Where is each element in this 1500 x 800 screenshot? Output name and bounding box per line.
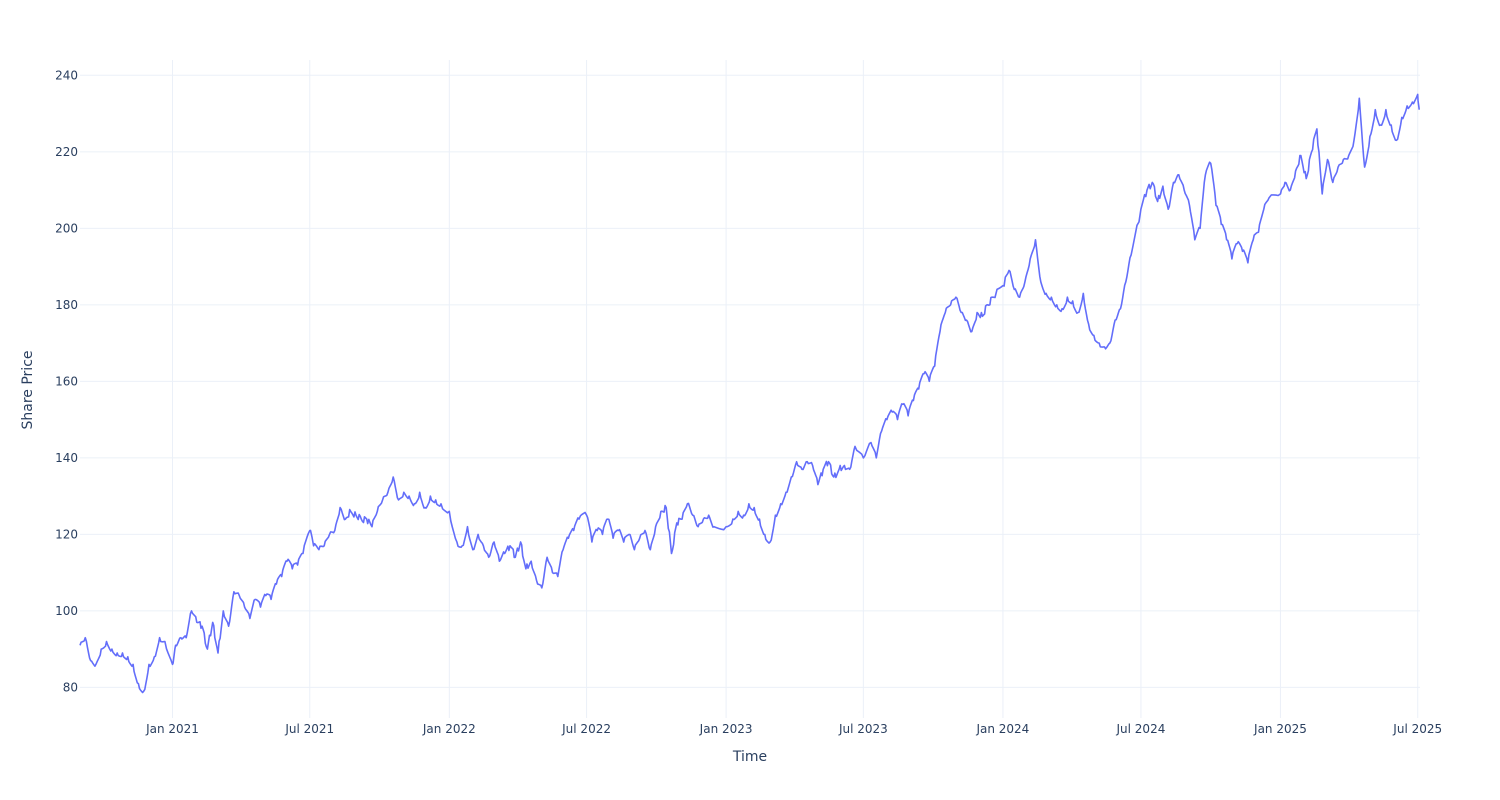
x-tick-label: Jan 2025 — [1253, 722, 1307, 736]
x-tick-label: Jul 2024 — [1116, 722, 1166, 736]
y-axis-ticks: 80 100 120 140 160 180 200 220 240 — [55, 68, 78, 694]
x-tick-label: Jan 2023 — [699, 722, 753, 736]
y-tick-label: 240 — [55, 68, 78, 82]
y-tick-label: 140 — [55, 451, 78, 465]
share-price-series-line — [79, 93, 1420, 694]
y-tick-label: 100 — [55, 604, 78, 618]
y-axis-title: Share Price — [20, 350, 36, 429]
x-tick-label: Jan 2024 — [975, 722, 1029, 736]
y-tick-label: 80 — [63, 680, 78, 694]
x-gridlines — [172, 60, 1419, 718]
y-tick-label: 160 — [55, 374, 78, 388]
x-tick-label: Jan 2021 — [145, 722, 199, 736]
plot-area — [79, 93, 1420, 694]
x-tick-label: Jul 2023 — [838, 722, 888, 736]
y-tick-label: 120 — [55, 527, 78, 541]
y-tick-label: 220 — [55, 145, 78, 159]
x-tick-label: Jul 2021 — [284, 722, 334, 736]
x-tick-label: Jul 2022 — [561, 722, 611, 736]
x-tick-label: Jan 2022 — [422, 722, 476, 736]
x-axis-ticks: Jan 2021 Jul 2021 Jan 2022 Jul 2022 Jan 2023… — [145, 722, 1442, 736]
y-gridlines — [80, 74, 1420, 688]
y-tick-label: 200 — [55, 221, 78, 235]
y-tick-label: 180 — [55, 298, 78, 312]
x-tick-label: Jul 2025 — [1392, 722, 1442, 736]
x-axis-title: Time — [732, 749, 767, 765]
